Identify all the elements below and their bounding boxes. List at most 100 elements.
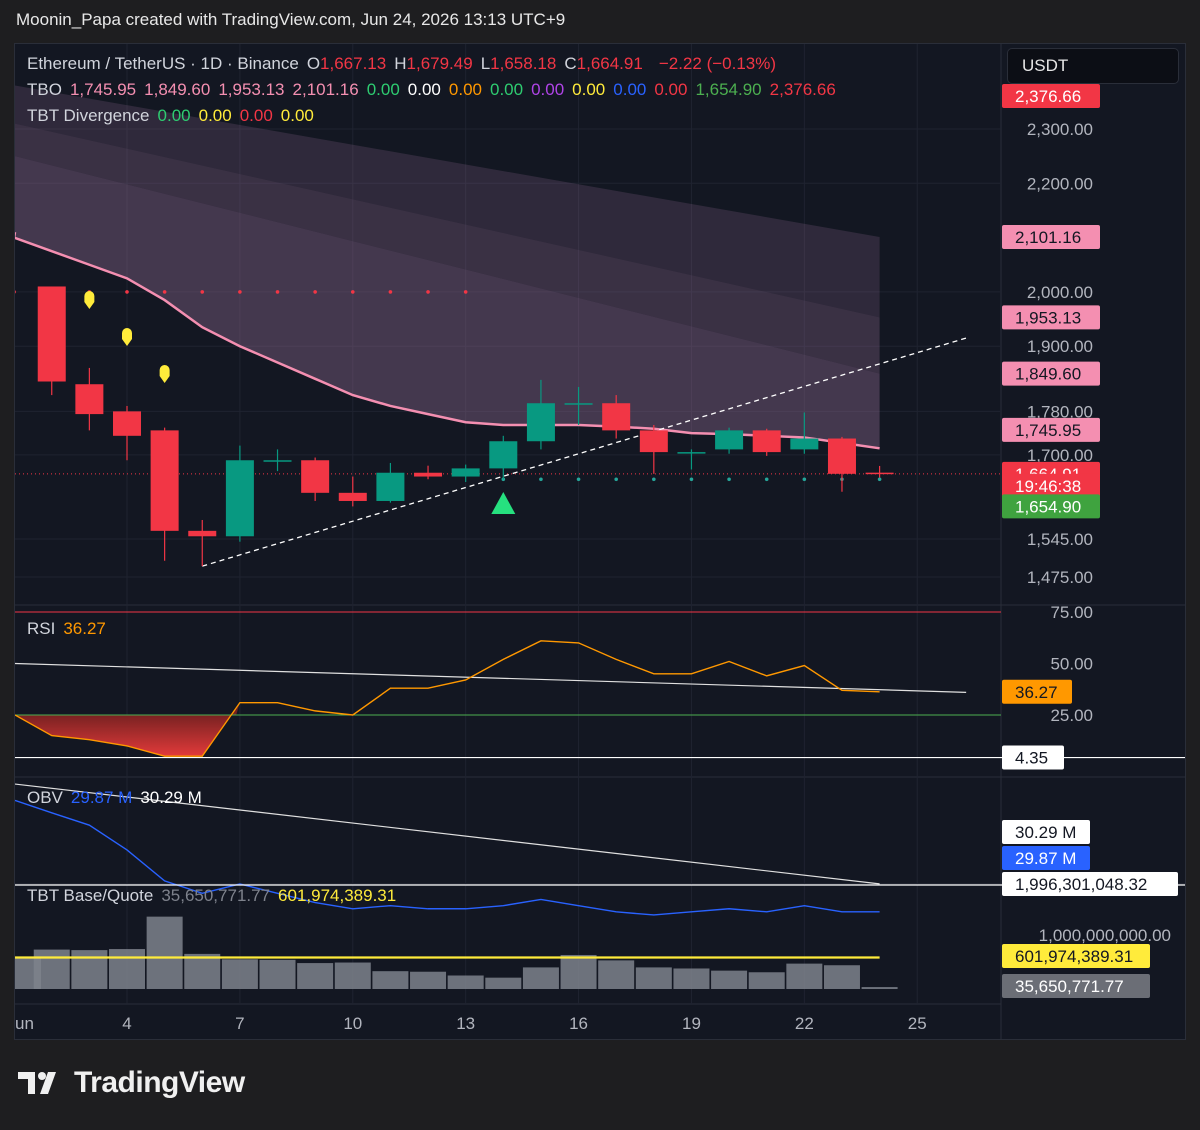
chart-canvas[interactable]: 2,300.00 2,200.00 2,000.00 1,900.00 1,780.00… bbox=[15, 44, 1186, 1040]
rsi-line bbox=[15, 640, 880, 757]
rsi-axis-tick-2: 25.00 bbox=[1050, 706, 1093, 725]
support-dot bbox=[689, 477, 694, 482]
time-axis-tick-3: 10 bbox=[343, 1014, 362, 1033]
support-dot bbox=[877, 477, 882, 482]
resistance-dot bbox=[426, 290, 430, 294]
price-axis-tick-2: 2,000.00 bbox=[1027, 283, 1093, 302]
base-quote-bar-20 bbox=[748, 972, 785, 989]
candle-body-19 bbox=[752, 430, 781, 453]
resistance-dot bbox=[200, 290, 205, 294]
support-dot bbox=[501, 477, 506, 482]
tbo-value-13: 2,376.66 bbox=[769, 80, 836, 99]
price-label-4: 1,745.95 bbox=[1015, 421, 1081, 440]
base-quote-legend[interactable]: TBT Base/Quote 35,650,771.77 601,974,389.3… bbox=[27, 886, 404, 906]
base-quote-label-0-bg bbox=[1002, 944, 1150, 968]
support-dot bbox=[764, 477, 769, 482]
base-quote-axis-tick: 1,000,000,000.00 bbox=[1039, 926, 1171, 945]
price-axis-tick-7: 1,475.00 bbox=[1027, 568, 1093, 587]
rsi-label-1-bg bbox=[1002, 745, 1064, 770]
support-dot bbox=[727, 477, 731, 482]
base-quote-bar-9 bbox=[334, 962, 371, 989]
tbo-value-4: 0.00 bbox=[366, 80, 400, 99]
candle-body-10 bbox=[414, 472, 443, 477]
tbo-value-10: 0.00 bbox=[613, 80, 647, 99]
base-quote-bar-5 bbox=[184, 953, 221, 989]
tbo-band-middle bbox=[15, 123, 880, 374]
price-label-0: 2,376.66 bbox=[1015, 87, 1081, 106]
obv-ma-value: 30.29 M bbox=[140, 788, 202, 807]
tbo-values: 1,745.95 1,849.60 1,953.13 2,101.16 0.00 0.00… bbox=[70, 80, 844, 99]
ohlc-key: L bbox=[480, 54, 491, 73]
candle-body-11 bbox=[451, 468, 480, 477]
ohlc-h: H1,679.49 bbox=[394, 54, 472, 73]
chart-frame[interactable]: 2,300.00 2,200.00 2,000.00 1,900.00 1,780.00… bbox=[14, 43, 1186, 1040]
candle-body-8 bbox=[338, 492, 367, 501]
divergence-value-1: 0.00 bbox=[198, 106, 232, 125]
candle-body-14 bbox=[564, 403, 593, 405]
divergence-values: 0.00 0.00 0.00 0.00 bbox=[158, 106, 322, 125]
rsi-axis-tick-1: 50.00 bbox=[1050, 655, 1093, 674]
warning-marker-2 bbox=[159, 365, 170, 383]
time-axis-tick-1: 4 bbox=[122, 1014, 131, 1033]
base-quote-bar-17 bbox=[635, 967, 672, 989]
tbo-legend[interactable]: TBO 1,745.95 1,849.60 1,953.13 2,101.16 0.00 0… bbox=[27, 80, 852, 100]
support-dot bbox=[652, 477, 656, 482]
base-quote-bar-10 bbox=[372, 971, 409, 989]
tbo-value-3: 2,101.16 bbox=[292, 80, 359, 99]
tbo-value-8: 0.00 bbox=[531, 80, 565, 99]
base-quote-bar-7 bbox=[259, 959, 296, 989]
obv-legend[interactable]: OBV 29.87 M 30.29 M bbox=[27, 788, 210, 808]
support-dot bbox=[802, 477, 807, 482]
rsi-value: 36.27 bbox=[63, 619, 106, 638]
candle-body-13 bbox=[526, 403, 555, 442]
chart-header-credit: Moonin_Papa created with TradingView.com… bbox=[16, 10, 566, 29]
price-label-6: 19:46:38 bbox=[1015, 477, 1081, 496]
resistance-dot bbox=[350, 290, 355, 294]
base-quote-bar-2 bbox=[71, 950, 108, 989]
warning-marker-0 bbox=[84, 291, 95, 309]
obv-value: 29.87 M bbox=[70, 788, 133, 807]
candle-body-22 bbox=[865, 472, 894, 475]
ohlc-o: O1,667.13 bbox=[307, 54, 386, 73]
base-quote-bar-3 bbox=[109, 949, 145, 989]
support-trendline bbox=[202, 337, 967, 567]
tbo-indicator-name: TBO bbox=[27, 80, 62, 99]
candle-body-12 bbox=[489, 441, 518, 469]
candle-body-3 bbox=[150, 430, 179, 531]
tbo-band-upper bbox=[15, 85, 880, 318]
rsi-label-0: 36.27 bbox=[1015, 683, 1058, 702]
rsi-label-0-bg bbox=[1002, 679, 1072, 704]
candle-body-15 bbox=[602, 403, 631, 431]
candle-body-20 bbox=[790, 438, 819, 450]
currency-selector-button[interactable]: USDT bbox=[1007, 48, 1179, 84]
base-quote-bar-22 bbox=[823, 965, 860, 989]
price-label-3-bg bbox=[1002, 361, 1100, 386]
obv-name: OBV bbox=[27, 788, 63, 807]
tbo-value-9: 0.00 bbox=[572, 80, 606, 99]
obv-label-0-bg bbox=[1002, 820, 1090, 844]
support-dot bbox=[576, 477, 581, 482]
base-quote-bar-19 bbox=[711, 970, 748, 989]
rsi-oversold-fill bbox=[15, 702, 240, 757]
price-label-6-bg bbox=[1002, 473, 1100, 498]
price-axis-tick-6: 1,545.00 bbox=[1027, 530, 1093, 549]
ohlc-value: 1,658.18 bbox=[490, 54, 557, 73]
base-quote-line-value: 601,974,389.31 bbox=[278, 886, 397, 905]
candle-body-0 bbox=[37, 286, 66, 382]
tbo-value-1: 1,849.60 bbox=[144, 80, 211, 99]
rsi-legend[interactable]: RSI 36.27 bbox=[27, 619, 114, 639]
time-axis-tick-2: 7 bbox=[235, 1014, 244, 1033]
divergence-legend[interactable]: TBT Divergence 0.00 0.00 0.00 0.00 bbox=[27, 106, 330, 126]
tbo-band-lower bbox=[15, 156, 880, 449]
candle-body-18 bbox=[715, 430, 744, 450]
candle-body-17 bbox=[677, 452, 706, 454]
obv-label-1: 29.87 M bbox=[1015, 849, 1076, 868]
price-label-0-bg bbox=[1002, 84, 1100, 108]
ohlc-key: C bbox=[564, 54, 577, 73]
symbol-name: Ethereum / TetherUS · 1D · Binance bbox=[27, 54, 299, 73]
resistance-dot bbox=[313, 290, 317, 294]
ohlc-l: L1,658.18 bbox=[481, 54, 557, 73]
time-axis-tick-4: 13 bbox=[456, 1014, 475, 1033]
price-axis-tick-5: 1,700.00 bbox=[1027, 446, 1093, 465]
base-quote-label-0: 601,974,389.31 bbox=[1015, 947, 1133, 966]
